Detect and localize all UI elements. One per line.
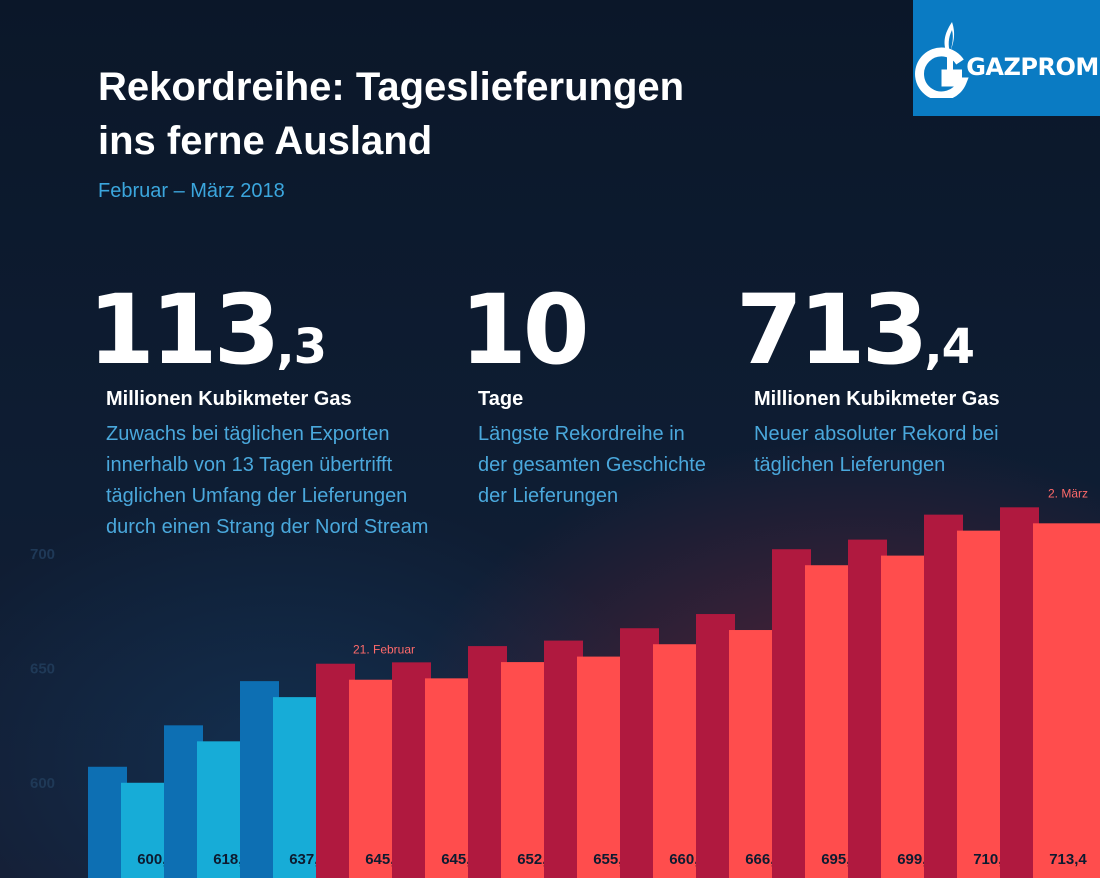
gazprom-flame-icon bbox=[915, 22, 969, 98]
page-subtitle: Februar – März 2018 bbox=[98, 180, 285, 202]
title-line-2: ins ferne Ausland bbox=[98, 119, 433, 163]
bar-side bbox=[240, 681, 279, 878]
desc-line: täglichen Lieferungen bbox=[754, 454, 946, 476]
desc-line: Zuwachs bei täglichen Exporten bbox=[106, 423, 390, 445]
desc-line: Längste Rekordreihe in bbox=[478, 423, 685, 445]
desc-line: täglichen Umfang der Lieferungen bbox=[106, 485, 408, 507]
bar-side bbox=[164, 725, 203, 878]
bar-side bbox=[316, 663, 355, 878]
stat-record-value: 713 bbox=[736, 274, 928, 386]
desc-line: durch einen Strang der Nord Stream bbox=[106, 516, 429, 538]
bar bbox=[1033, 523, 1100, 878]
y-tick-label: 650 bbox=[30, 661, 55, 678]
bar-side bbox=[924, 514, 963, 878]
stat-days-value: 10 bbox=[460, 274, 590, 386]
bar-annotation: 21. Februar bbox=[353, 643, 415, 657]
bar-side bbox=[88, 766, 127, 878]
stat-growth-description: Zuwachs bei täglichen Exporten innerhalb… bbox=[106, 419, 428, 543]
bar-side bbox=[848, 539, 887, 878]
stat-record-description: Neuer absoluter Rekord bei täglichen Lie… bbox=[754, 419, 1000, 481]
stat-record: 713,4 Millionen Kubikmeter Gas Neuer abs… bbox=[736, 282, 1000, 481]
stat-growth-unit: Millionen Kubikmeter Gas bbox=[106, 388, 352, 410]
y-tick-label: 600 bbox=[30, 775, 55, 792]
stat-growth-value: 113 bbox=[88, 274, 280, 386]
bar-side bbox=[468, 646, 507, 878]
page-title: Rekordreihe: Tageslieferungen ins ferne … bbox=[98, 60, 684, 168]
bar-side bbox=[1000, 507, 1039, 878]
bar-side bbox=[772, 549, 811, 878]
bar-side bbox=[544, 640, 583, 878]
bar-side bbox=[620, 628, 659, 878]
desc-line: innerhalb von 13 Tagen übertrifft bbox=[106, 454, 393, 476]
bar-value-label: 713,4 bbox=[1049, 851, 1087, 868]
stat-record-unit: Millionen Kubikmeter Gas bbox=[754, 388, 1000, 410]
desc-line: der Lieferungen bbox=[478, 485, 619, 507]
logo-text: GAZPROM bbox=[966, 53, 1099, 81]
desc-line: der gesamten Geschichte bbox=[478, 454, 706, 476]
stat-growth-decimal: ,3 bbox=[276, 319, 327, 375]
title-line-1: Rekordreihe: Tageslieferungen bbox=[98, 65, 685, 109]
gazprom-logo: GAZPROM bbox=[913, 0, 1100, 116]
y-tick-label: 700 bbox=[30, 546, 55, 563]
stat-days: 10 Tage Längste Rekordreihe in der gesam… bbox=[460, 282, 706, 512]
stat-growth: 113,3 Millionen Kubikmeter Gas Zuwachs b… bbox=[88, 282, 428, 543]
stat-record-decimal: ,4 bbox=[924, 319, 975, 375]
desc-line: Neuer absoluter Rekord bei bbox=[754, 423, 999, 445]
bar-side bbox=[392, 662, 431, 878]
stat-days-description: Längste Rekordreihe in der gesamten Gesc… bbox=[478, 419, 706, 512]
bar-side bbox=[696, 614, 735, 878]
bar-annotation: 2. März bbox=[1048, 486, 1088, 500]
stat-days-unit: Tage bbox=[478, 388, 524, 410]
